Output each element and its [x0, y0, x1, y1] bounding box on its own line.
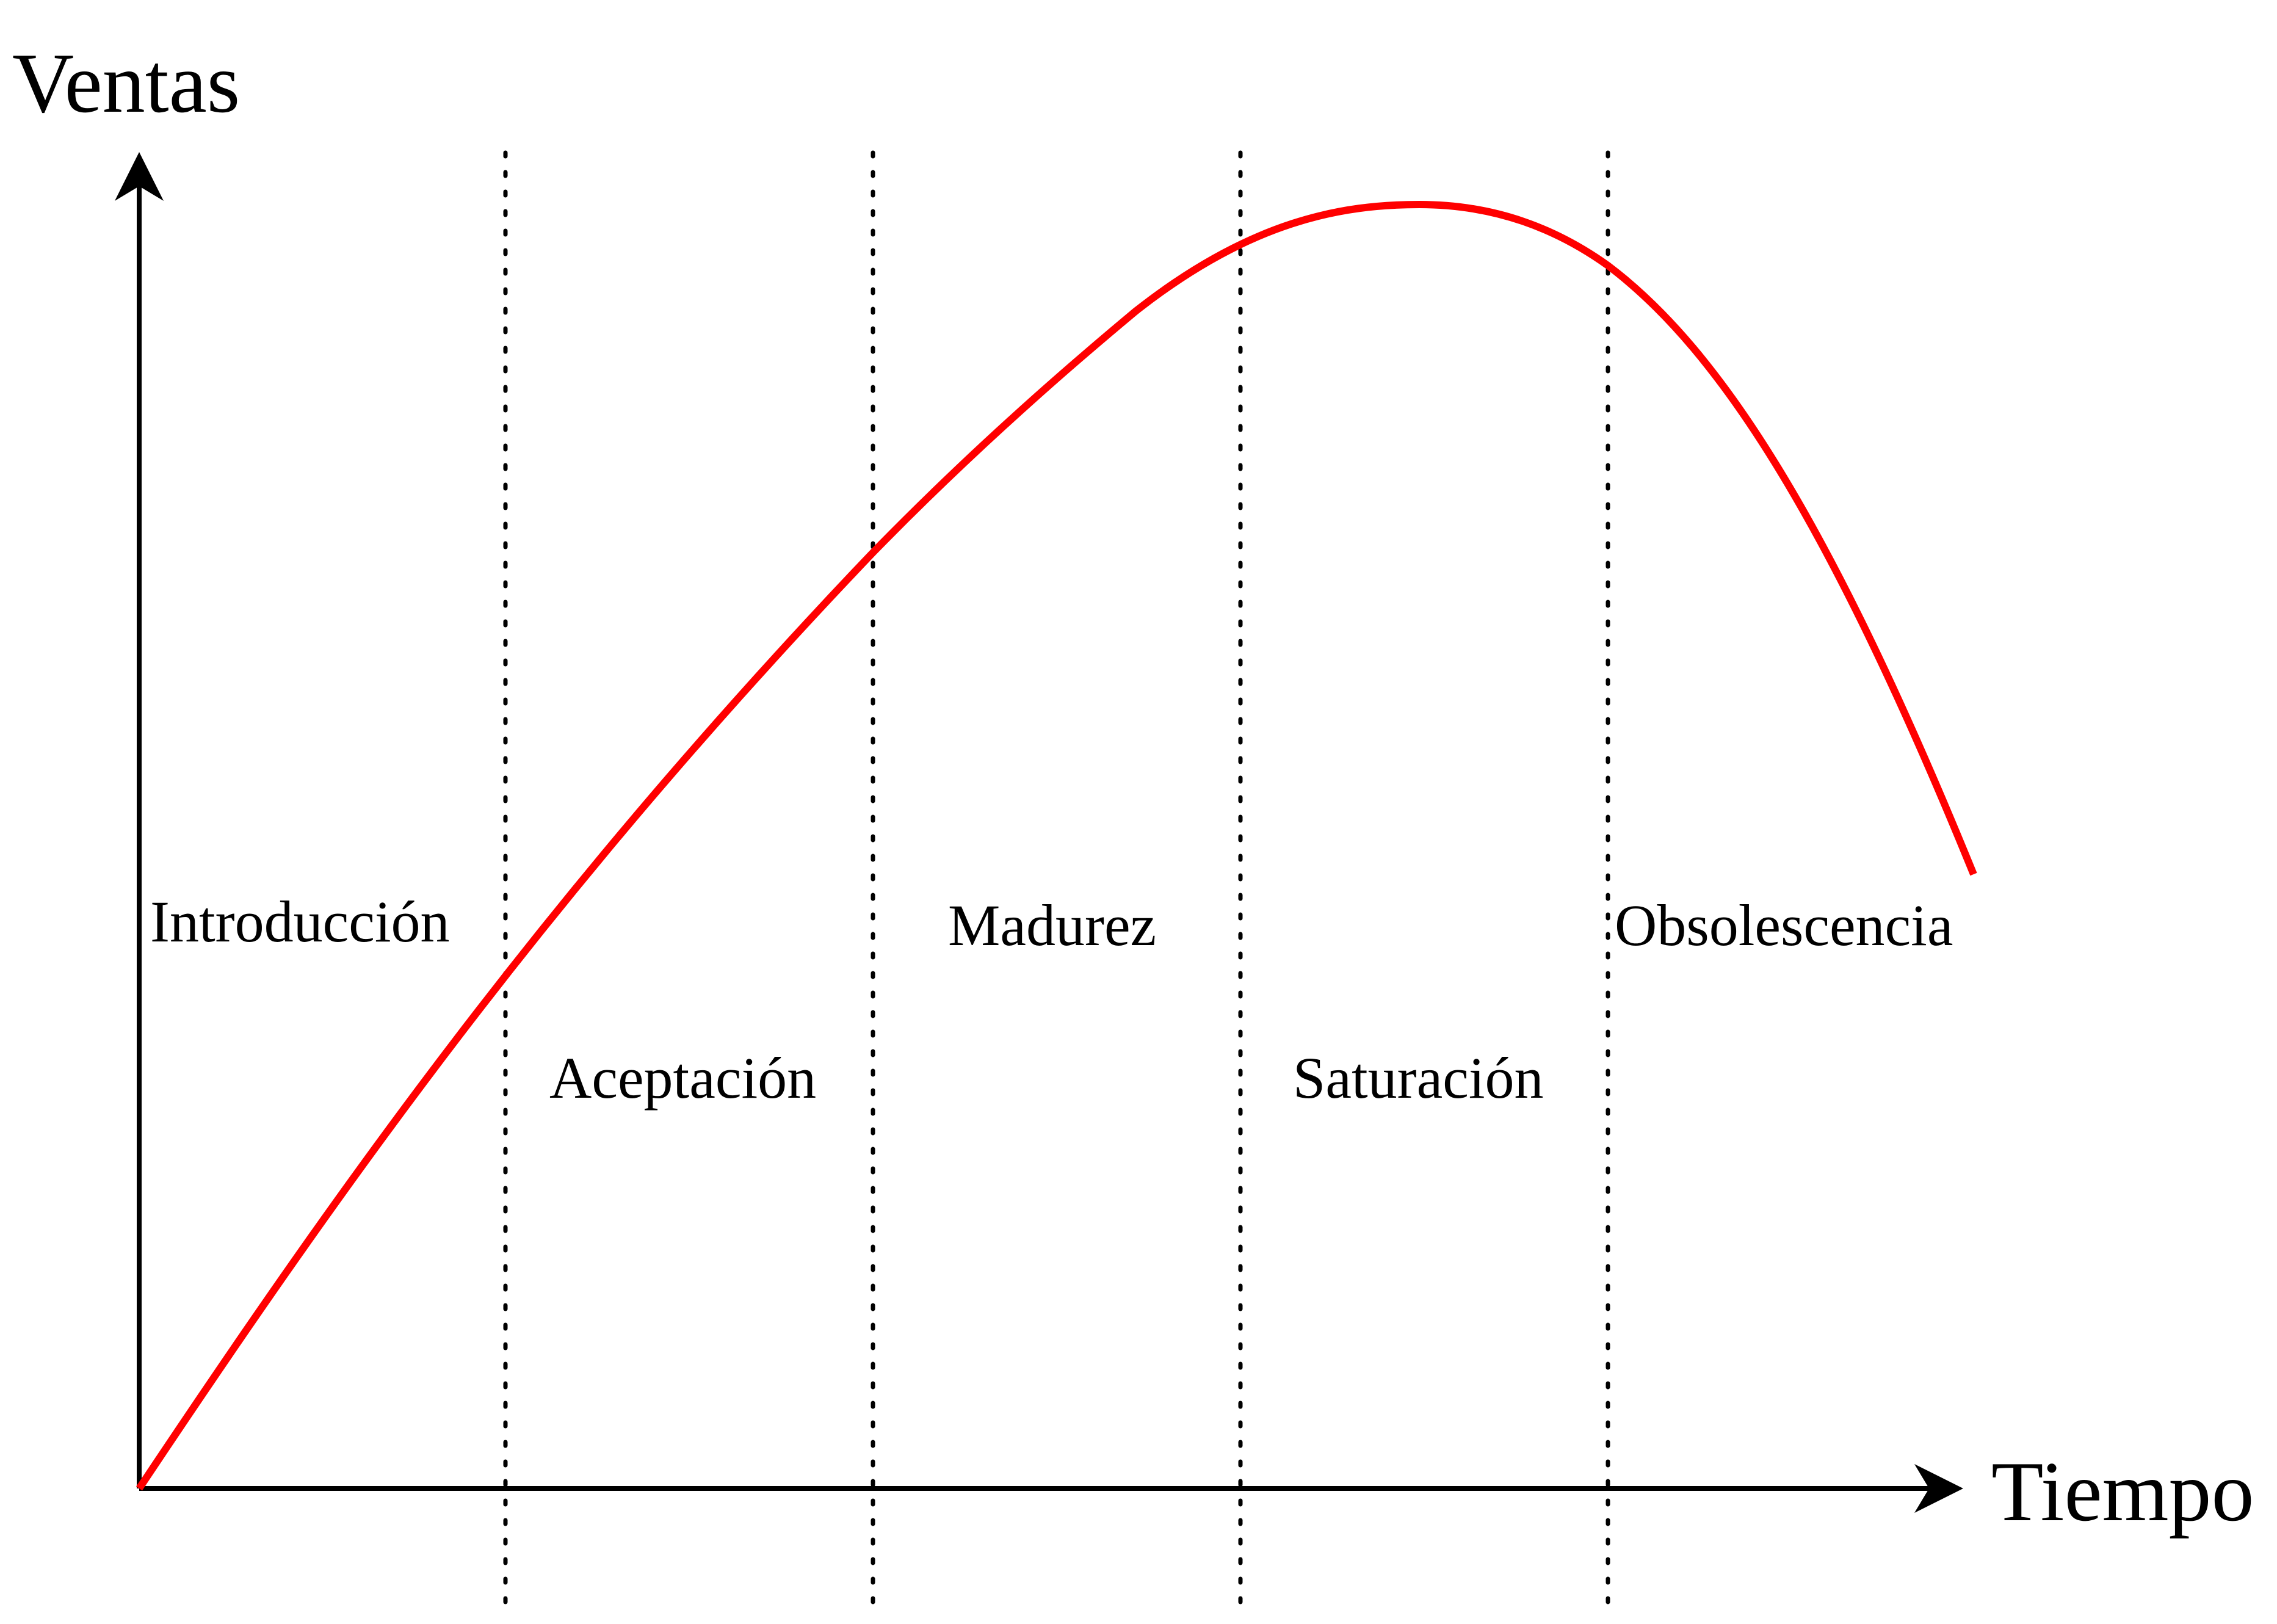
stage-label-introduccion: Introducción: [150, 889, 450, 954]
stage-label-aceptacion: Aceptación: [549, 1045, 816, 1111]
x-axis-title: Tiempo: [1991, 1445, 2254, 1539]
sales-curve: [136, 200, 1977, 1491]
stage-label-obsolescencia: Obsolescencia: [1615, 893, 1953, 958]
y-axis-title: Ventas: [12, 36, 240, 131]
stage-label-saturacion: Saturación: [1293, 1045, 1544, 1111]
stage-label-madurez: Madurez: [948, 893, 1156, 958]
